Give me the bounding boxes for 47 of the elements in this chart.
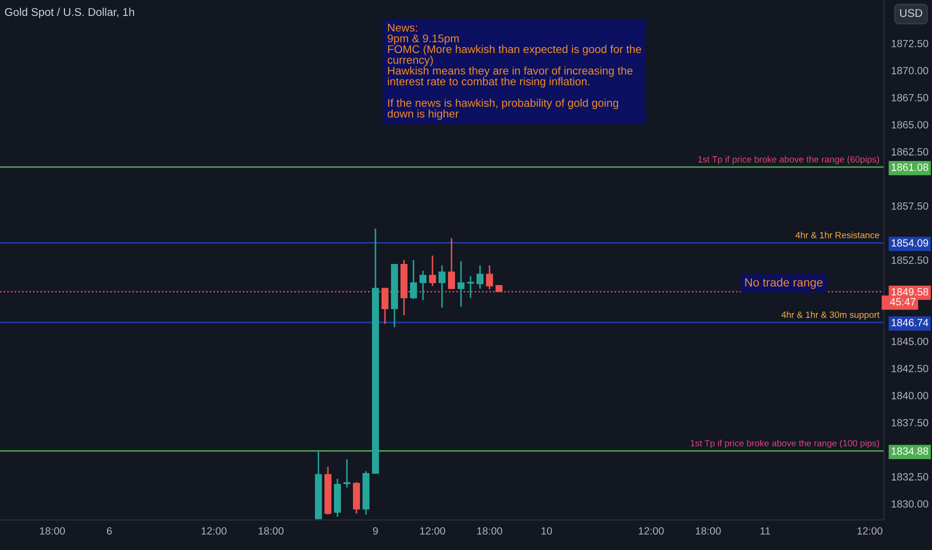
candlestick bbox=[486, 264, 494, 290]
y-tick-label: 1834.88 bbox=[892, 447, 928, 455]
y-tick-label: 1867.50 bbox=[892, 94, 928, 102]
y-tick-label: 1861.08 bbox=[892, 164, 928, 171]
y-tick-label: 1830.00 bbox=[892, 500, 928, 508]
x-tick-label: 6 bbox=[106, 527, 112, 535]
x-tick-label: 18:00 bbox=[696, 527, 721, 535]
y-tick-label: 1852.50 bbox=[892, 256, 928, 264]
y-tick-label: 1842.50 bbox=[892, 364, 928, 372]
x-tick-label: 18:00 bbox=[40, 527, 65, 535]
annotation: No trade range bbox=[745, 278, 823, 289]
ref-line-label: 4hr & 1hr & 30m support bbox=[781, 311, 880, 320]
y-tick-label: 1857.50 bbox=[892, 202, 928, 210]
y-tick-label: 1846.74 bbox=[892, 318, 928, 326]
x-tick-label: 12:00 bbox=[638, 527, 664, 535]
y-tick-label: 1845.00 bbox=[892, 338, 928, 346]
text: 45:47 bbox=[890, 298, 916, 306]
y-tick-label: 1862.50 bbox=[892, 148, 928, 156]
y-tick-label: 1865.00 bbox=[892, 121, 928, 128]
y-tick-label: 1840.00 bbox=[892, 392, 928, 400]
y-tick-label: 1832.50 bbox=[892, 473, 928, 481]
x-tick-label: 12:00 bbox=[858, 527, 882, 535]
x-tick-label: 9 bbox=[373, 527, 378, 535]
candlestick bbox=[410, 259, 417, 300]
x-tick-label: 18:00 bbox=[258, 527, 284, 535]
x-tick-label: 12:00 bbox=[420, 527, 446, 535]
x-tick-label: 11 bbox=[760, 527, 770, 534]
x-tick-label: 18:00 bbox=[477, 527, 502, 535]
ref-line-label: 1st Tp if price broke above the range (100 pips) bbox=[690, 440, 880, 448]
candlestick bbox=[476, 264, 484, 290]
ref-line-label: 1st Tp if price broke above the range (60pips) bbox=[698, 156, 880, 164]
y-tick-label: 1854.09 bbox=[892, 239, 928, 247]
y-tick-label: 1872.50 bbox=[892, 40, 928, 48]
y-tick-label: 1870.00 bbox=[892, 66, 928, 74]
x-tick-label: 10 bbox=[542, 527, 552, 535]
annotation: News: 9pm & 9.15pm FOMC (More hawkish than expected is good for the currency) Hawkish means they are in favor of increasing the interest rate to combat the rising inflation. If the news is hawkish, probability of gold going down is higher bbox=[388, 24, 642, 120]
candlestick bbox=[458, 260, 464, 308]
x-tick-label: 12:00 bbox=[202, 527, 226, 535]
text: Gold Spot / U.S. Dollar, 1h bbox=[4, 8, 134, 18]
y-tick-label: 1849.58 bbox=[892, 288, 928, 296]
candlestick bbox=[420, 270, 426, 301]
candlestick bbox=[448, 238, 455, 290]
ref-line-label: 4hr & 1hr Resistance bbox=[795, 232, 880, 238]
candlestick bbox=[429, 254, 436, 287]
y-tick-label: 1837.50 bbox=[892, 419, 928, 426]
candlestick bbox=[438, 264, 446, 308]
y-axis-title: USD bbox=[900, 9, 922, 17]
